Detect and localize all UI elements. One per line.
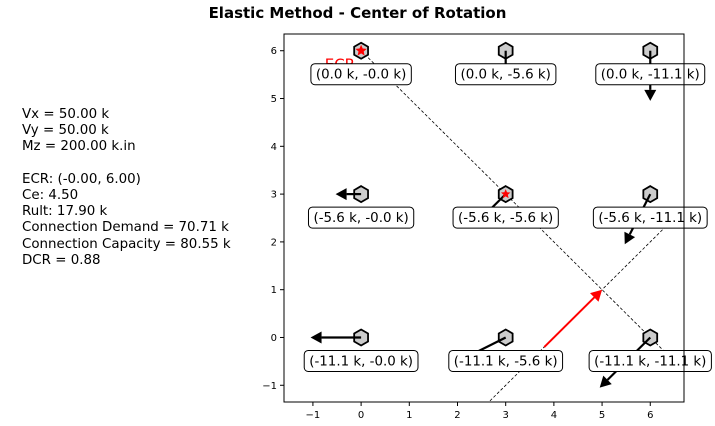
y-tick-label: 1 bbox=[271, 285, 277, 296]
force-label: (-11.1 k, -0.0 k) bbox=[303, 349, 419, 372]
info-dcr: DCR = 0.88 bbox=[22, 252, 101, 268]
force-label-box bbox=[307, 206, 415, 229]
force-arrow-head bbox=[599, 375, 612, 388]
x-tick-label: 1 bbox=[406, 410, 412, 421]
force-label-box bbox=[303, 349, 419, 372]
results-panel: Vx = 50.00 k Vy = 50.00 k Mz = 200.00 k.… bbox=[22, 107, 231, 269]
info-rult: Rult: 17.90 k bbox=[22, 204, 108, 220]
force-arrow-head bbox=[310, 331, 322, 344]
force-arrow bbox=[310, 331, 362, 344]
x-tick-label: −1 bbox=[306, 410, 321, 421]
force-label-text: (-5.6 k, -0.0 k) bbox=[313, 211, 408, 226]
force-label-text: (-11.1 k, -11.1 k) bbox=[594, 354, 706, 369]
force-arrow-head bbox=[335, 188, 347, 201]
x-tick-label: 6 bbox=[647, 410, 653, 421]
axis-ticks: −1 0 1 2 3 4 5 6 −1 0 1 2 3 4 5 6 bbox=[262, 46, 653, 421]
force-label-box bbox=[310, 63, 412, 86]
force-label-box bbox=[595, 63, 706, 86]
x-tick-label: 4 bbox=[551, 410, 557, 421]
x-tick-label: 2 bbox=[454, 410, 460, 421]
force-label-text: (-5.6 k, -11.1 k) bbox=[598, 211, 702, 226]
y-tick-label: 2 bbox=[271, 237, 277, 248]
force-arrow-head bbox=[624, 231, 636, 245]
force-label-box bbox=[454, 63, 557, 86]
force-label-box bbox=[592, 206, 708, 229]
force-label: (-5.6 k, -5.6 k) bbox=[452, 206, 559, 229]
force-label: (-11.1 k, -5.6 k) bbox=[448, 349, 564, 372]
x-tick-label: 0 bbox=[358, 410, 364, 421]
centroid-marker bbox=[500, 189, 511, 199]
info-ce: Ce: 4.50 bbox=[22, 187, 79, 203]
info-ecr: ECR: (-0.00, 6.00) bbox=[22, 171, 141, 187]
force-arrow-head bbox=[644, 89, 657, 101]
y-tick-label: −1 bbox=[262, 381, 277, 392]
force-label-text: (-11.1 k, -0.0 k) bbox=[309, 354, 413, 369]
plot-frame bbox=[283, 33, 685, 403]
y-tick-label: 6 bbox=[271, 46, 277, 57]
force-label-text: (0.0 k, -5.6 k) bbox=[460, 68, 550, 83]
info-vy: Vy = 50.00 k bbox=[22, 123, 109, 139]
force-label: (-5.6 k, -0.0 k) bbox=[307, 206, 415, 229]
y-tick-label: 5 bbox=[271, 94, 277, 105]
force-label-text: (-11.1 k, -5.6 k) bbox=[454, 354, 558, 369]
force-label: (0.0 k, -5.6 k) bbox=[454, 63, 557, 86]
info-mz: Mz = 200.00 k.in bbox=[22, 139, 136, 155]
x-tick-label: 3 bbox=[502, 410, 508, 421]
y-tick-label: 4 bbox=[271, 142, 277, 153]
info-capacity: Connection Capacity = 80.55 k bbox=[22, 236, 231, 252]
force-label-text: (0.0 k, -0.0 k) bbox=[316, 68, 406, 83]
force-label: (-11.1 k, -11.1 k) bbox=[588, 349, 712, 372]
force-label-text: (0.0 k, -11.1 k) bbox=[601, 68, 700, 83]
force-label-box bbox=[452, 206, 559, 229]
force-label: (0.0 k, -0.0 k) bbox=[310, 63, 412, 86]
force-label-text: (-5.6 k, -5.6 k) bbox=[458, 211, 553, 226]
y-tick-label: 3 bbox=[271, 190, 277, 201]
y-tick-label: 0 bbox=[271, 333, 277, 344]
bolt-marker bbox=[642, 185, 659, 204]
load-vector-arrow bbox=[543, 289, 603, 348]
force-labels: ECR(0.0 k, -0.0 k)(0.0 k, -5.6 k)(0.0 k,… bbox=[303, 56, 712, 372]
force-arrow bbox=[335, 188, 362, 201]
force-label-box bbox=[588, 349, 712, 372]
force-label-box bbox=[448, 349, 564, 372]
chart-title: Elastic Method - Center of Rotation bbox=[208, 4, 507, 22]
ecr-marker bbox=[355, 44, 367, 56]
bolt-marker bbox=[353, 328, 369, 347]
info-vx: Vx = 50.00 k bbox=[22, 107, 110, 122]
x-tick-label: 5 bbox=[599, 410, 605, 421]
force-label: (0.0 k, -11.1 k) bbox=[595, 63, 706, 86]
bolt-marker bbox=[353, 185, 369, 204]
force-label: (-5.6 k, -11.1 k) bbox=[592, 206, 708, 229]
info-demand: Connection Demand = 70.71 k bbox=[22, 220, 229, 236]
load-vector-arrow-head bbox=[590, 289, 603, 302]
load-vector-arrow-shaft bbox=[543, 296, 595, 348]
